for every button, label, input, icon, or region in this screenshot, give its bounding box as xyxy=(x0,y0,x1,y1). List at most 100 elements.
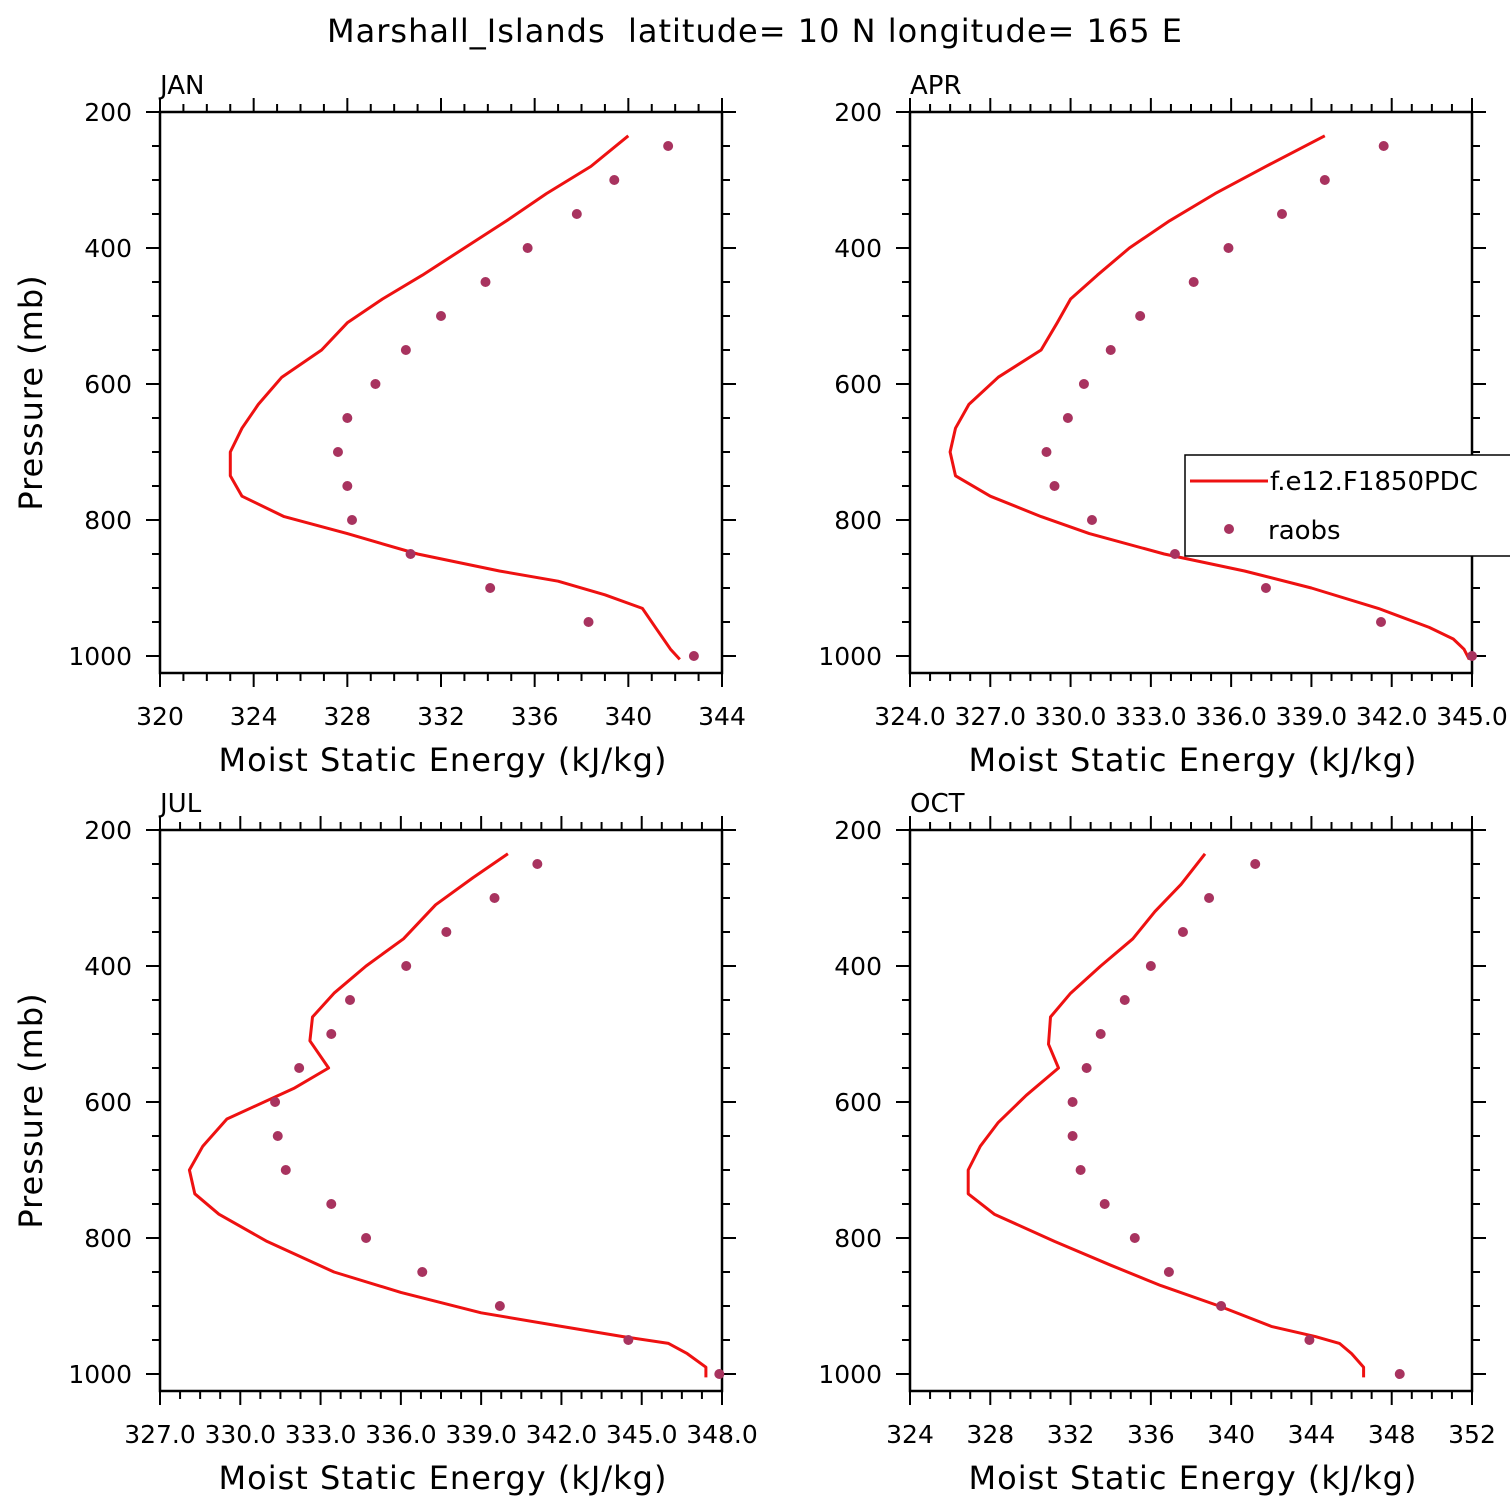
x-tick-label: 344 xyxy=(698,702,746,731)
raobs-point xyxy=(1188,277,1199,287)
y-tick-label: 800 xyxy=(834,506,882,535)
y-tick-label: 1000 xyxy=(818,1360,882,1389)
y-tick-label: 200 xyxy=(834,816,882,845)
model-line xyxy=(228,134,681,661)
raobs-point xyxy=(1163,1267,1174,1277)
raobs-point xyxy=(370,379,381,389)
raobs-point xyxy=(571,209,582,219)
y-tick-label: 200 xyxy=(84,98,132,127)
panel-label: JUL xyxy=(158,789,202,819)
raobs-point xyxy=(1086,515,1097,525)
x-tick-label: 327.0 xyxy=(954,702,1026,731)
raobs-point xyxy=(1081,1063,1092,1073)
y-tick-label: 400 xyxy=(834,952,882,981)
raobs-point xyxy=(623,1335,634,1345)
y-tick-label: 600 xyxy=(84,370,132,399)
x-tick-label: 324.0 xyxy=(874,702,946,731)
raobs-point xyxy=(347,515,358,525)
legend-box xyxy=(1184,454,1510,557)
model-line xyxy=(948,134,1471,661)
y-tick-label: 200 xyxy=(834,98,882,127)
raobs-point xyxy=(1223,243,1234,253)
x-tick-label: 336.0 xyxy=(1195,702,1267,731)
raobs-point xyxy=(294,1063,305,1073)
y-tick-label: 400 xyxy=(84,234,132,263)
raobs-point xyxy=(436,311,446,321)
raobs-point xyxy=(361,1233,372,1243)
y-tick-label: 200 xyxy=(84,816,132,845)
raobs-point xyxy=(489,893,500,903)
x-tick-label: 342.0 xyxy=(1356,702,1428,731)
raobs-point xyxy=(345,995,356,1005)
raobs-point xyxy=(1049,481,1060,491)
raobs-point xyxy=(1276,209,1287,219)
raobs-point xyxy=(1394,1369,1405,1379)
raobs-point xyxy=(494,1301,505,1311)
raobs-point xyxy=(1095,1029,1106,1039)
raobs-point xyxy=(1062,413,1073,423)
raobs-point xyxy=(1099,1199,1110,1209)
y-axis-label: Pressure (mb) xyxy=(12,274,50,510)
x-tick-label: 332 xyxy=(417,702,465,731)
raobs-point xyxy=(400,345,411,355)
raobs-point xyxy=(532,859,543,869)
model-line xyxy=(187,852,708,1378)
x-tick-label: 330.0 xyxy=(1035,702,1107,731)
raobs-point xyxy=(1041,447,1052,457)
panel-oct: OCT 324 328 332 336 340 344 348 352 200 400 600 800 1… xyxy=(818,789,1495,1497)
raobs-point xyxy=(714,1369,725,1379)
x-tick-label: 333.0 xyxy=(285,1420,357,1449)
x-tick-label: 336 xyxy=(1127,1420,1175,1449)
raobs-point xyxy=(332,447,343,457)
panel-apr: APR 324.0 327.0 330.0 333.0 336.0 339.0 342.0 34… xyxy=(818,71,1507,779)
raobs-point xyxy=(1260,583,1271,593)
raobs-point xyxy=(1177,927,1188,937)
panel-label: APR xyxy=(910,71,962,101)
raobs-point xyxy=(405,549,416,559)
raobs-point xyxy=(663,141,674,151)
y-tick-label: 400 xyxy=(834,234,882,263)
raobs-point xyxy=(1145,961,1156,971)
x-tick-label: 340 xyxy=(1207,1420,1255,1449)
x-axis-label: Moist Static Energy (kJ/kg) xyxy=(219,741,668,779)
x-tick-label: 328 xyxy=(966,1420,1014,1449)
x-tick-label: 344 xyxy=(1288,1420,1336,1449)
raobs-point xyxy=(1078,379,1089,389)
raobs-point xyxy=(480,277,491,287)
x-tick-label: 327.0 xyxy=(124,1420,196,1449)
raobs-point xyxy=(272,1131,283,1141)
x-tick-label: 348.0 xyxy=(686,1420,758,1449)
raobs-point xyxy=(417,1267,428,1277)
raobs-point xyxy=(1376,617,1387,627)
legend-model-label: f.e12.F1850PDC xyxy=(1270,467,1478,497)
x-axis-label: Moist Static Energy (kJ/kg) xyxy=(969,741,1418,779)
x-tick-label: 336.0 xyxy=(365,1420,437,1449)
x-tick-label: 336 xyxy=(511,702,559,731)
legend-obs-label: raobs xyxy=(1268,516,1341,546)
y-tick-label: 600 xyxy=(834,370,882,399)
y-tick-label: 1000 xyxy=(68,642,132,671)
panel-label: OCT xyxy=(910,789,965,819)
y-tick-label: 600 xyxy=(834,1088,882,1117)
raobs-point xyxy=(1319,175,1330,185)
raobs-point xyxy=(401,961,412,971)
y-tick-label: 400 xyxy=(84,952,132,981)
raobs-point xyxy=(1135,311,1146,321)
raobs-point xyxy=(1169,549,1180,559)
raobs-point xyxy=(270,1097,281,1107)
model-line xyxy=(966,852,1366,1378)
y-tick-label: 600 xyxy=(84,1088,132,1117)
raobs-point xyxy=(1075,1165,1086,1175)
plot-frame xyxy=(158,110,724,675)
panels: JAN 320 324 328 332 336 340 344 200 400 600 800 1000… xyxy=(12,71,1508,1497)
x-tick-label: 339.0 xyxy=(1276,702,1348,731)
x-tick-label: 324 xyxy=(886,1420,934,1449)
x-axis-label: Moist Static Energy (kJ/kg) xyxy=(219,1459,668,1497)
x-tick-label: 320 xyxy=(136,702,184,731)
raobs-point xyxy=(1067,1131,1078,1141)
x-tick-label: 332 xyxy=(1047,1420,1095,1449)
legend: f.e12.F1850PDC raobs xyxy=(1184,454,1510,557)
x-tick-label: 345.0 xyxy=(1436,702,1508,731)
y-tick-label: 800 xyxy=(834,1224,882,1253)
